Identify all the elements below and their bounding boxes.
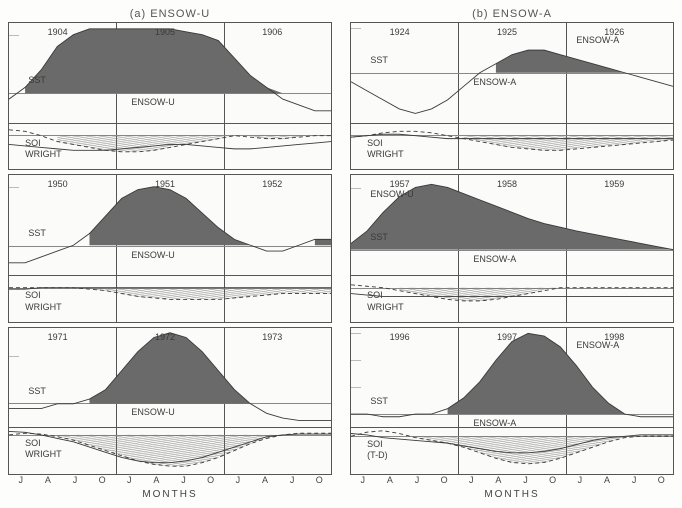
x-tick: A (150, 475, 162, 489)
x-title-right: MONTHS (350, 489, 674, 500)
panel: 197119721973SSTENSOW-U(°C)01SOIWRIGHT0-1… (8, 327, 332, 475)
x-axis: JAJOJAJOJAJO (350, 475, 674, 489)
x-tick: J (286, 475, 298, 489)
x-tick: J (69, 475, 81, 489)
x-tick: J (356, 475, 368, 489)
x-axis: JAJOJAJOJAJO (8, 475, 332, 489)
right-column: (b) ENSOW-A 192419251926SSTENSOW-AENSOW-… (350, 8, 674, 500)
x-tick: J (123, 475, 135, 489)
x-tick: J (232, 475, 244, 489)
x-tick: J (177, 475, 189, 489)
x-tick: J (14, 475, 26, 489)
x-tick: A (384, 475, 396, 489)
left-panels: 190419051906SSTENSOW-U(°C)01SOIWRIGHT0-0… (8, 22, 332, 475)
x-tick: A (492, 475, 504, 489)
x-tick: O (438, 475, 450, 489)
right-panels: 192419251926SSTENSOW-AENSOW-A(°C)01SOIWR… (350, 22, 674, 475)
x-tick: O (655, 475, 667, 489)
x-tick: A (42, 475, 54, 489)
figure: (a) ENSOW-U 190419051906SSTENSOW-U(°C)01… (8, 8, 674, 500)
right-title: (b) ENSOW-A (350, 8, 674, 20)
panel: 199619971998SSTENSOW-AENSOW-A(°C)0123SOI… (350, 327, 674, 475)
left-column: (a) ENSOW-U 190419051906SSTENSOW-U(°C)01… (8, 8, 332, 500)
panel: 195019511952SSTENSOW-U(°C)01SOIWRIGHT0-0… (8, 174, 332, 322)
x-tick: O (96, 475, 108, 489)
x-tick: A (601, 475, 613, 489)
x-tick: A (259, 475, 271, 489)
left-title: (a) ENSOW-U (8, 8, 332, 20)
panel: 195719581959SSTENSOW-AENSOW-U(°C)01SOIWR… (350, 174, 674, 322)
x-tick: J (574, 475, 586, 489)
x-tick: O (546, 475, 558, 489)
x-title-left: MONTHS (8, 489, 332, 500)
x-tick: J (411, 475, 423, 489)
panel: 190419051906SSTENSOW-U(°C)01SOIWRIGHT0-0… (8, 22, 332, 170)
x-tick: O (204, 475, 216, 489)
x-tick: O (313, 475, 325, 489)
x-tick: J (519, 475, 531, 489)
x-tick: J (465, 475, 477, 489)
x-tick: J (628, 475, 640, 489)
panel: 192419251926SSTENSOW-AENSOW-A(°C)01SOIWR… (350, 22, 674, 170)
